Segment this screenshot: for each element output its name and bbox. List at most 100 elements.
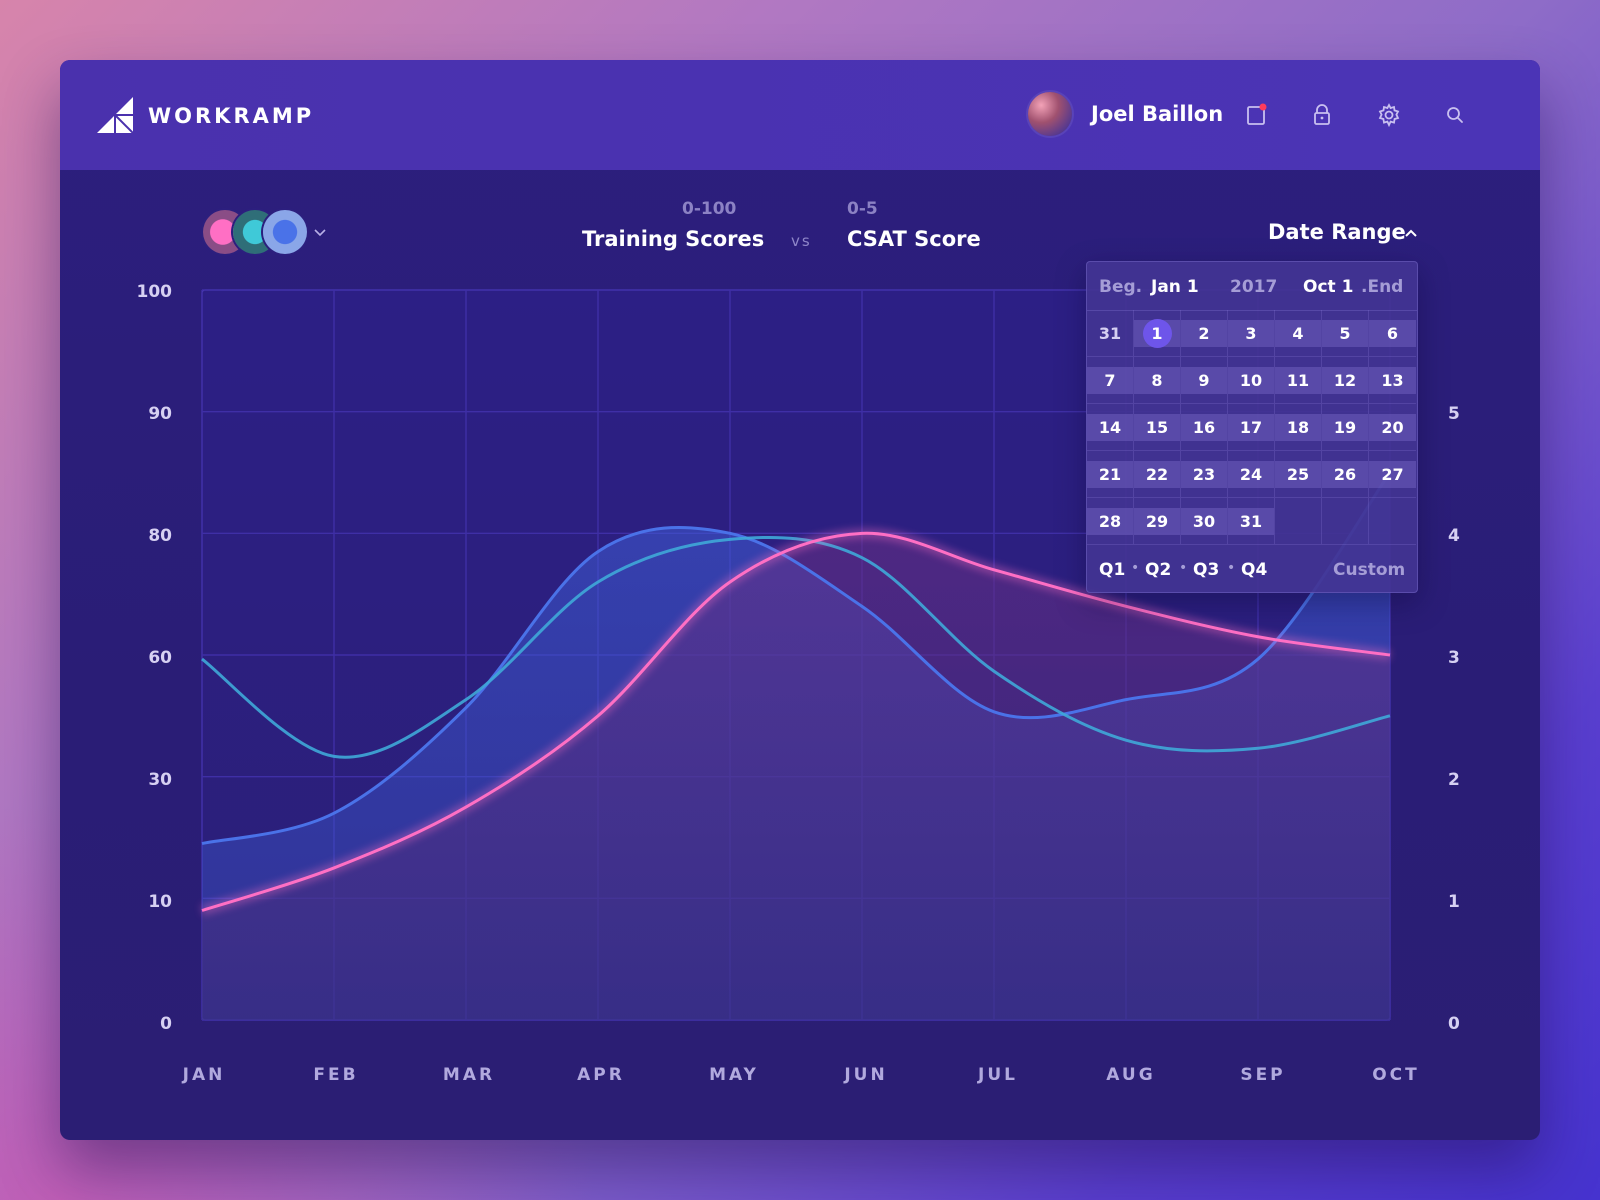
user-avatar-3[interactable] [263,210,307,254]
metric-b-range: 0-5 [847,199,878,219]
y-left-tick: 60 [148,648,172,668]
user-avatar[interactable] [1028,92,1072,136]
calendar-day[interactable]: 5 [1322,310,1369,357]
calendar-day[interactable]: 25 [1275,451,1322,498]
year-label[interactable]: 2017 [1230,277,1278,297]
calendar-day[interactable]: 1 [1134,310,1181,357]
calendar-day[interactable]: 6 [1369,310,1416,357]
vs-label: vs [791,232,812,250]
calendar-day-label: 11 [1286,371,1310,390]
metric-b-title[interactable]: CSAT Score [847,227,981,251]
x-tick: JUN [844,1065,888,1085]
gear-icon[interactable] [1376,102,1402,128]
y-right-tick: 1 [1448,892,1460,912]
calendar-day[interactable]: 15 [1134,404,1181,451]
y-left-tick: 80 [148,526,172,546]
calendar-grid: 31 1 2 3 4 5 6 7 8 9 10 11 12 13 14 15 16 17 18 19 20 21 22 23 2… [1087,310,1417,546]
calendar-day[interactable]: 14 [1087,404,1134,451]
calendar-day[interactable]: 22 [1134,451,1181,498]
user-filter[interactable] [203,210,333,256]
calendar-day[interactable]: 27 [1369,451,1416,498]
calendar-day[interactable]: 3 [1228,310,1275,357]
calendar-day-label: 14 [1098,418,1122,437]
calendar-day[interactable]: 26 [1322,451,1369,498]
calendar-day-label: 22 [1145,465,1169,484]
calendar-day[interactable]: 9 [1181,357,1228,404]
x-tick: FEB [313,1065,359,1085]
calendar-day-label: 31 [1239,512,1263,531]
calendar-empty-cell [1322,498,1369,545]
start-date[interactable]: Jan 1 [1151,277,1199,297]
end-date[interactable]: Oct 1 [1303,277,1354,297]
calendar-day-label: 27 [1381,465,1404,484]
calendar-day[interactable]: 29 [1134,498,1181,545]
calendar-day-label: 20 [1381,418,1404,437]
calendar-day[interactable]: 8 [1134,357,1181,404]
x-tick: MAR [442,1065,496,1085]
metric-a-title[interactable]: Training Scores [582,227,765,251]
lock-icon[interactable] [1309,102,1335,128]
chart-canvas [200,289,1392,1021]
quarter-q4-button[interactable]: Q4 [1241,560,1268,580]
y-right-tick: 5 [1448,404,1460,424]
quarter-q2-button[interactable]: Q2 [1145,560,1172,580]
calendar-day-label: 24 [1239,465,1263,484]
calendar-day[interactable]: 24 [1228,451,1275,498]
calendar-day[interactable]: 23 [1181,451,1228,498]
calendar-day-label: 5 [1339,324,1351,343]
user-name[interactable]: Joel Baillon [1091,102,1224,126]
calendar-day-label: 16 [1192,418,1216,437]
calendar-day[interactable]: 2 [1181,310,1228,357]
calendar-day[interactable]: 18 [1275,404,1322,451]
quarter-q1-button[interactable]: Q1 [1099,560,1126,580]
calendar-day[interactable]: 16 [1181,404,1228,451]
custom-range-button[interactable]: Custom [1333,560,1406,580]
search-icon[interactable] [1442,102,1468,128]
metric-a-range: 0-100 [682,199,737,219]
calendar-empty-cell [1275,498,1322,545]
calendar-day-label: 3 [1245,324,1257,343]
dashboard-card: WORKRAMP Joel Baillon [60,60,1540,1140]
quarter-shortcuts: Q1 • Q2 • Q3 • Q4 Custom [1087,546,1417,592]
series-area-pink [202,533,1390,1020]
calendar-day-label: 18 [1286,418,1310,437]
calendar-day-label: 21 [1098,465,1122,484]
calendar-day[interactable]: 20 [1369,404,1416,451]
calendar-day[interactable]: 12 [1322,357,1369,404]
y-left-tick: 90 [148,404,172,424]
x-tick: JUL [978,1065,1018,1085]
calendar-day-label: 4 [1292,324,1304,343]
calendar-day[interactable]: 19 [1322,404,1369,451]
chevron-up-icon[interactable] [1403,225,1419,241]
calendar-day[interactable]: 30 [1181,498,1228,545]
date-range-picker: Beg. Jan 1 2017 Oct 1 .End 31 1 2 3 4 5 6 7 8 9 10… [1086,261,1418,593]
notification-dot [1259,103,1267,111]
y-right-tick: 4 [1448,526,1460,546]
series-line-teal [201,535,1391,759]
end-label: .End [1361,277,1404,297]
calendar-day[interactable]: 7 [1087,357,1134,404]
quarter-q3-button[interactable]: Q3 [1193,560,1220,580]
calendar-day-label: 9 [1198,371,1210,390]
calendar-day[interactable]: 11 [1275,357,1322,404]
calendar-day-label: 25 [1286,465,1310,484]
x-tick: APR [577,1065,625,1085]
clipboard-icon[interactable] [1243,102,1269,128]
calendar-day-label: 31 [1098,324,1122,343]
calendar-day[interactable]: 10 [1228,357,1275,404]
calendar-day-label: 28 [1098,512,1122,531]
calendar-day[interactable]: 13 [1369,357,1416,404]
date-range-button[interactable]: Date Range [1268,220,1406,244]
y-right-tick: 0 [1448,1014,1460,1034]
chevron-down-icon[interactable] [313,227,327,239]
calendar-day[interactable]: 4 [1275,310,1322,357]
calendar-day[interactable]: 17 [1228,404,1275,451]
calendar-day[interactable]: 31 [1087,310,1134,357]
calendar-day-label: 12 [1333,371,1357,390]
calendar-day-label: 23 [1192,465,1216,484]
calendar-day-label: 15 [1145,418,1169,437]
calendar-day[interactable]: 21 [1087,451,1134,498]
calendar-day[interactable]: 28 [1087,498,1134,545]
series-line-pink [201,531,1391,912]
calendar-day[interactable]: 31 [1228,498,1275,545]
